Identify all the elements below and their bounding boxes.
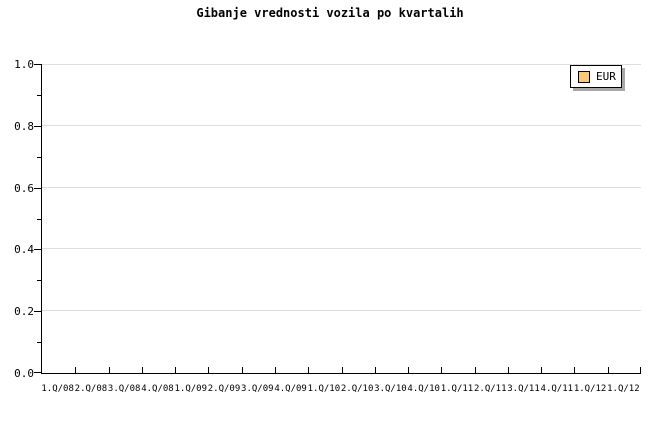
x-axis-label: 1.Q/08 xyxy=(41,384,74,394)
x-axis-label: 3.Q/08 xyxy=(107,384,141,394)
x-axis-label: 1.Q/12 xyxy=(573,384,607,394)
x-tick xyxy=(408,367,410,373)
x-axis-label: 4.Q/10 xyxy=(407,384,440,394)
x-tick xyxy=(507,367,509,373)
y-major-tick xyxy=(34,372,41,373)
y-axis-label: 1.0 xyxy=(14,58,34,71)
x-axis-label: 1.Q/11 xyxy=(440,384,474,394)
x-tick xyxy=(274,367,276,373)
x-tick xyxy=(541,367,543,373)
y-minor-tick xyxy=(37,280,41,282)
gridline xyxy=(42,124,641,126)
y-minor-tick xyxy=(37,342,41,344)
x-tick xyxy=(75,367,77,373)
gridline xyxy=(42,248,641,250)
y-major-tick xyxy=(34,311,41,313)
x-tick xyxy=(474,367,476,373)
x-tick xyxy=(374,367,376,373)
legend: EUR xyxy=(570,65,622,88)
legend-series-label: EUR xyxy=(596,70,616,83)
x-axis-label: 3.Q/11 xyxy=(507,384,540,394)
x-tick xyxy=(640,367,641,373)
x-axis-label: 4.Q/08 xyxy=(141,384,174,394)
plot-area xyxy=(34,64,641,374)
y-major-tick xyxy=(34,125,41,127)
y-minor-tick xyxy=(37,218,41,220)
y-axis-label: 0.6 xyxy=(14,181,34,195)
x-axis-label: 2.Q/09 xyxy=(207,384,241,394)
y-minor-tick xyxy=(37,156,41,158)
y-major-tick xyxy=(34,64,41,65)
x-axis-label: 4.Q/09 xyxy=(274,384,307,394)
x-axis-label: 3.Q/10 xyxy=(374,384,407,394)
x-tick xyxy=(574,367,576,373)
legend-swatch-icon xyxy=(578,70,590,83)
x-axis-label: 4.Q/11 xyxy=(540,384,574,394)
gridline xyxy=(42,64,641,65)
x-axis-label: 1.Q/12 xyxy=(607,384,640,394)
gridline xyxy=(42,186,641,188)
y-axis-label: 0.2 xyxy=(14,305,34,319)
x-axis-label: 1.Q/10 xyxy=(307,384,341,394)
x-tick xyxy=(441,367,443,373)
x-axis-label: 3.Q/09 xyxy=(241,384,274,394)
y-axis-label: 0.8 xyxy=(14,119,34,133)
x-tick xyxy=(241,367,243,373)
x-tick xyxy=(175,367,177,373)
x-tick xyxy=(607,367,609,373)
x-axis-label: 2.Q/08 xyxy=(74,384,108,394)
x-tick xyxy=(108,367,110,373)
x-tick xyxy=(308,367,310,373)
y-axis-label: 0.0 xyxy=(14,367,34,380)
x-tick xyxy=(141,367,143,373)
y-minor-tick xyxy=(37,94,41,96)
chart-title: Gibanje vrednosti vozila po kvartalih xyxy=(196,6,464,20)
x-axis-label: 2.Q/10 xyxy=(340,384,374,394)
y-major-tick xyxy=(34,187,41,189)
x-axis-label: 1.Q/09 xyxy=(174,384,208,394)
y-axis-label: 0.4 xyxy=(14,243,34,257)
gridline xyxy=(42,310,641,312)
x-axis-label: 2.Q/11 xyxy=(473,384,507,394)
x-tick xyxy=(208,367,210,373)
x-tick xyxy=(341,367,343,373)
y-major-tick xyxy=(34,249,41,251)
